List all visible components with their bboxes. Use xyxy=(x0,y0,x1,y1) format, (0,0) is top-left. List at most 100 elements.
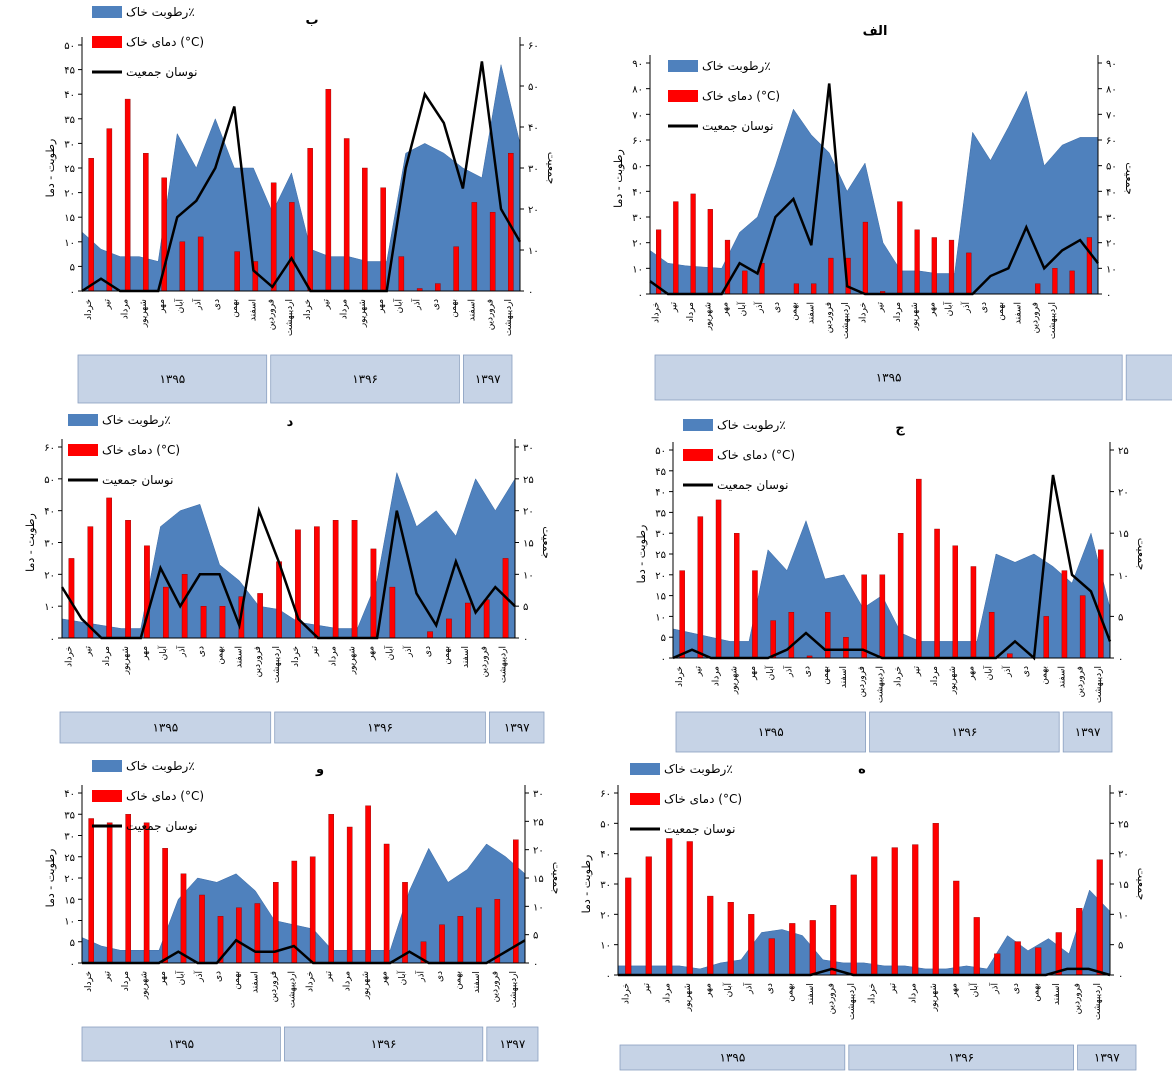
left-tick-label: ۶۰ xyxy=(632,136,643,147)
temperature-bar xyxy=(707,895,714,976)
month-label: شهریور xyxy=(348,646,358,675)
month-label: فروردین xyxy=(253,646,263,677)
legend-moisture-swatch xyxy=(668,60,698,72)
month-label: دی xyxy=(197,646,207,657)
month-label: بهمن xyxy=(1031,983,1041,1002)
left-tick-label: ۱۰ xyxy=(655,612,666,623)
legend-moisture-label: رطوبت خاک٪ xyxy=(717,418,786,433)
year-box xyxy=(1062,711,1113,753)
month-label: اسفند xyxy=(1058,666,1068,688)
month-label: مرداد xyxy=(102,646,112,666)
month-label: تیر xyxy=(888,983,898,995)
month-label: مرداد xyxy=(662,983,672,1003)
month-label: مهر xyxy=(157,299,167,314)
temperature-bar xyxy=(402,882,408,964)
left-tick-label: ۳۵ xyxy=(64,115,75,126)
right-tick-label: ۱۰ xyxy=(1106,264,1117,275)
temperature-bar xyxy=(952,545,959,659)
temperature-bar xyxy=(916,478,922,659)
temperature-bar xyxy=(289,202,295,292)
month-label: دی xyxy=(1011,983,1021,994)
year-box xyxy=(488,711,545,744)
month-label: تیر xyxy=(693,665,703,677)
month-label: شهریور xyxy=(703,302,713,331)
temperature-bar xyxy=(471,202,478,292)
month-label: مهر xyxy=(949,983,959,998)
left-tick-label: ۱۰ xyxy=(44,602,55,613)
legend-temperature-swatch xyxy=(630,793,660,805)
temperature-bar xyxy=(380,187,386,292)
panel-title: ب xyxy=(305,13,318,28)
right-tick-label: ۶۰ xyxy=(1106,136,1117,147)
temperature-bar xyxy=(446,618,452,639)
left-tick-label: ۱۵ xyxy=(64,213,75,224)
month-label: دی xyxy=(435,971,445,982)
temperature-bar xyxy=(465,602,471,639)
month-label: بهمن xyxy=(449,299,459,318)
left-tick-label: ۰ xyxy=(70,287,75,298)
right-tick-label: ۱۰ xyxy=(533,902,544,913)
right-tick-label: ۰ xyxy=(1118,971,1123,982)
year-box xyxy=(1125,354,1172,401)
temperature-bar xyxy=(124,98,131,292)
month-label: خرداد xyxy=(84,971,94,992)
right-tick-label: ۲۵ xyxy=(1118,446,1129,457)
legend-temperature-label: دمای خاک (°C) xyxy=(126,789,204,803)
month-label: آذر xyxy=(742,983,754,995)
temperature-bar xyxy=(656,229,662,295)
right-tick-label: ۵ xyxy=(533,931,538,942)
month-label: اردیبهشت xyxy=(509,971,519,1008)
temperature-bar xyxy=(1086,237,1093,295)
temperature-bar xyxy=(106,822,113,964)
right-tick-label: ۱۰ xyxy=(528,246,539,257)
left-tick-label: ۵۰ xyxy=(64,41,75,52)
temperature-bar xyxy=(162,586,169,639)
right-tick-label: ۰ xyxy=(528,287,533,298)
temperature-bar xyxy=(351,520,358,639)
temperature-bar xyxy=(973,917,980,976)
month-label: آذر xyxy=(1001,666,1013,678)
year-box xyxy=(81,1026,281,1062)
temperature-bar xyxy=(106,128,113,292)
year-box xyxy=(654,354,1123,401)
temperature-bar xyxy=(87,526,94,639)
temperature-bar xyxy=(932,823,939,976)
temperature-bar xyxy=(811,283,817,295)
year-label: ۱۳۹۵ xyxy=(168,1037,194,1051)
legend-population-label: نوسان جمعیت xyxy=(702,119,773,134)
month-label: خرداد xyxy=(867,983,877,1004)
right-axis-title: جمعیت xyxy=(540,526,553,559)
month-label: خرداد xyxy=(291,646,301,667)
temperature-bar xyxy=(715,499,722,659)
month-label: آذر xyxy=(193,971,205,983)
left-tick-label: ۶۰ xyxy=(44,443,55,454)
right-tick-label: ۷۰ xyxy=(1106,110,1117,121)
month-label: آبان xyxy=(396,970,408,985)
year-box xyxy=(675,711,867,753)
year-box xyxy=(486,1026,539,1062)
year-box xyxy=(77,354,268,404)
month-label: اسفند xyxy=(472,971,482,993)
month-label: اردیبهشت xyxy=(1094,666,1104,703)
left-tick-label: ۵۰ xyxy=(600,819,611,830)
panel-jim: ۰ ۵ ۱۰ ۱۵ ۲۰ ۲۵ ۳۰ ۳۵ ۴۰ ۴۵ ۵۰ ۰ ۵ ۱۰ ۱۵ ۲۰ ۲۵ رطوبت - دم… xyxy=(635,418,1148,753)
month-label: مهر xyxy=(703,983,713,998)
month-label: آبان xyxy=(968,983,980,998)
month-label: بهمن xyxy=(453,971,463,990)
left-axis-title: رطوبت - دما xyxy=(24,513,37,572)
legend-population-label: نوسان جمعیت xyxy=(664,822,735,837)
temperature-bar xyxy=(914,229,920,295)
left-tick-label: ۲۵ xyxy=(64,164,75,175)
left-tick-label: ۵۰ xyxy=(632,162,643,173)
right-axis-title: جمعیت xyxy=(545,152,558,185)
right-tick-label: ۴۰ xyxy=(528,123,539,134)
left-tick-label: ۳۰ xyxy=(64,139,75,150)
month-label: دی xyxy=(423,646,433,657)
temperature-bar xyxy=(666,838,673,976)
temperature-bar xyxy=(1055,932,1062,976)
left-tick-label: ۲۵ xyxy=(64,853,75,864)
left-tick-label: ۷۰ xyxy=(632,110,643,121)
month-label: مهر xyxy=(366,646,376,661)
month-label: اسفند xyxy=(839,666,849,688)
left-tick-label: ۱۰ xyxy=(64,238,75,249)
